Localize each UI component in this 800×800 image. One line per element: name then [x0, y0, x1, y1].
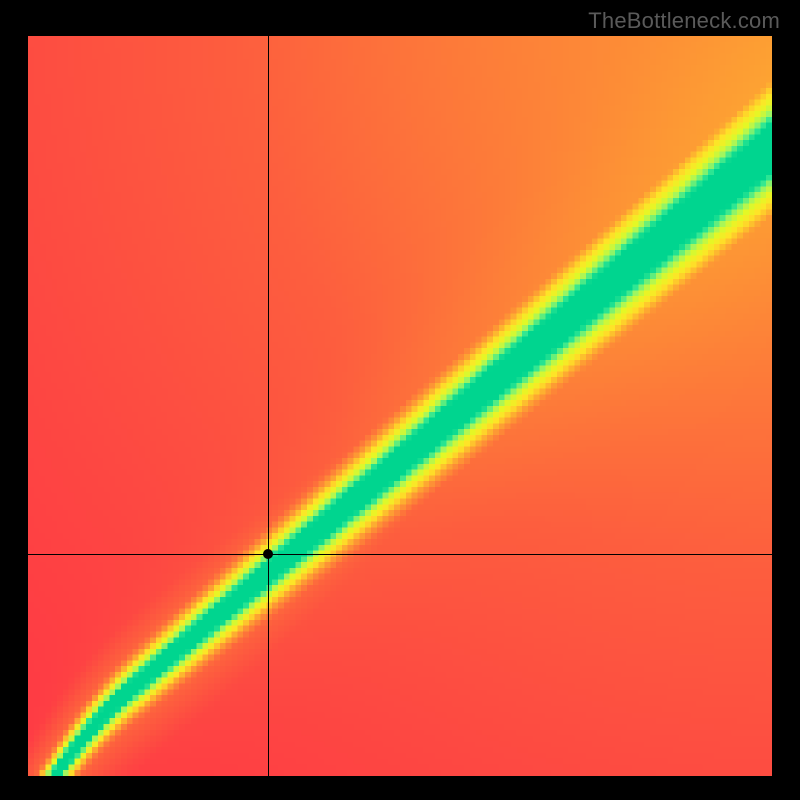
chart-container: TheBottleneck.com	[0, 0, 800, 800]
plot-frame	[28, 36, 772, 776]
heatmap-canvas	[28, 36, 772, 776]
watermark-text: TheBottleneck.com	[588, 8, 780, 34]
marker-point	[263, 549, 273, 559]
crosshair-horizontal	[28, 554, 772, 555]
crosshair-vertical	[268, 36, 269, 776]
